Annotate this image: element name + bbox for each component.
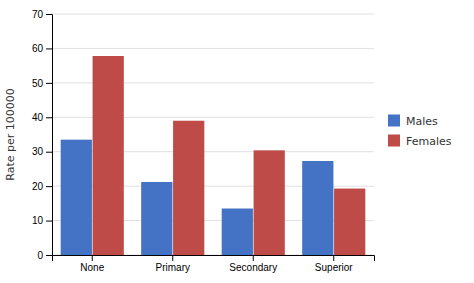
tick: 70	[32, 9, 52, 20]
legend: Males Females	[388, 115, 452, 148]
axis-line	[46, 15, 53, 256]
tick-label: Secondary	[229, 262, 277, 273]
tick: None	[80, 255, 104, 273]
tick-mark	[46, 48, 52, 49]
tick-label: Superior	[315, 262, 353, 273]
bars	[61, 56, 366, 255]
tick-label: 70	[32, 9, 44, 20]
grid	[52, 14, 374, 255]
tick-label: 60	[32, 43, 44, 54]
tick-label: 20	[32, 181, 44, 192]
tick: Primary	[156, 255, 190, 273]
tick-label: 40	[32, 112, 44, 123]
tick-mark	[253, 255, 254, 261]
x-axis: None Primary Secondary Superior	[53, 255, 375, 273]
tick-label: 50	[32, 78, 44, 89]
bar	[141, 182, 172, 255]
y-axis: 0 10 20 30 40 50 60 70	[32, 9, 53, 261]
bar	[302, 161, 333, 255]
tick-mark	[172, 255, 173, 261]
tick-mark	[92, 255, 93, 261]
tick-mark	[46, 221, 52, 222]
tick-mark	[46, 14, 52, 15]
tick: Superior	[315, 255, 353, 273]
series	[93, 56, 366, 255]
grid-line	[52, 14, 374, 15]
legend-label: Females	[406, 135, 452, 148]
tick: 10	[32, 215, 52, 226]
axis-line	[53, 256, 375, 262]
legend-item: Females	[388, 135, 452, 148]
tick: Secondary	[229, 255, 277, 273]
tick-mark	[46, 117, 52, 118]
tick: 50	[32, 78, 52, 89]
tick: 60	[32, 43, 52, 54]
tick: 20	[32, 181, 52, 192]
tick-label: 30	[32, 146, 44, 157]
grid-line	[52, 48, 374, 49]
tick-label: None	[80, 262, 104, 273]
bar	[93, 56, 124, 255]
tick: 30	[32, 146, 52, 157]
legend-item: Males	[388, 115, 438, 128]
bar	[61, 140, 92, 255]
bar	[222, 209, 253, 255]
tick-mark	[46, 83, 52, 84]
legend-swatch	[388, 135, 400, 147]
tick-mark	[46, 255, 52, 256]
tick-mark	[46, 186, 52, 187]
tick: 0	[37, 250, 52, 261]
bar	[173, 121, 204, 255]
tick-label: Primary	[156, 262, 190, 273]
tick: 40	[32, 112, 52, 123]
tick-label: 10	[32, 215, 44, 226]
bar	[254, 150, 285, 255]
tick-mark	[46, 152, 52, 153]
tick-label: 0	[37, 250, 43, 261]
plot: 0 10 20 30 40 50 60 70 None Primary Secondary Super…	[32, 9, 375, 273]
y-axis-title: Rate per 100000	[4, 88, 17, 180]
chart: 0 10 20 30 40 50 60 70 None Primary Secondary Super…	[0, 0, 474, 283]
tick-mark	[333, 255, 334, 261]
legend-label: Males	[406, 115, 438, 128]
legend-swatch	[388, 115, 400, 127]
bar	[334, 189, 365, 255]
